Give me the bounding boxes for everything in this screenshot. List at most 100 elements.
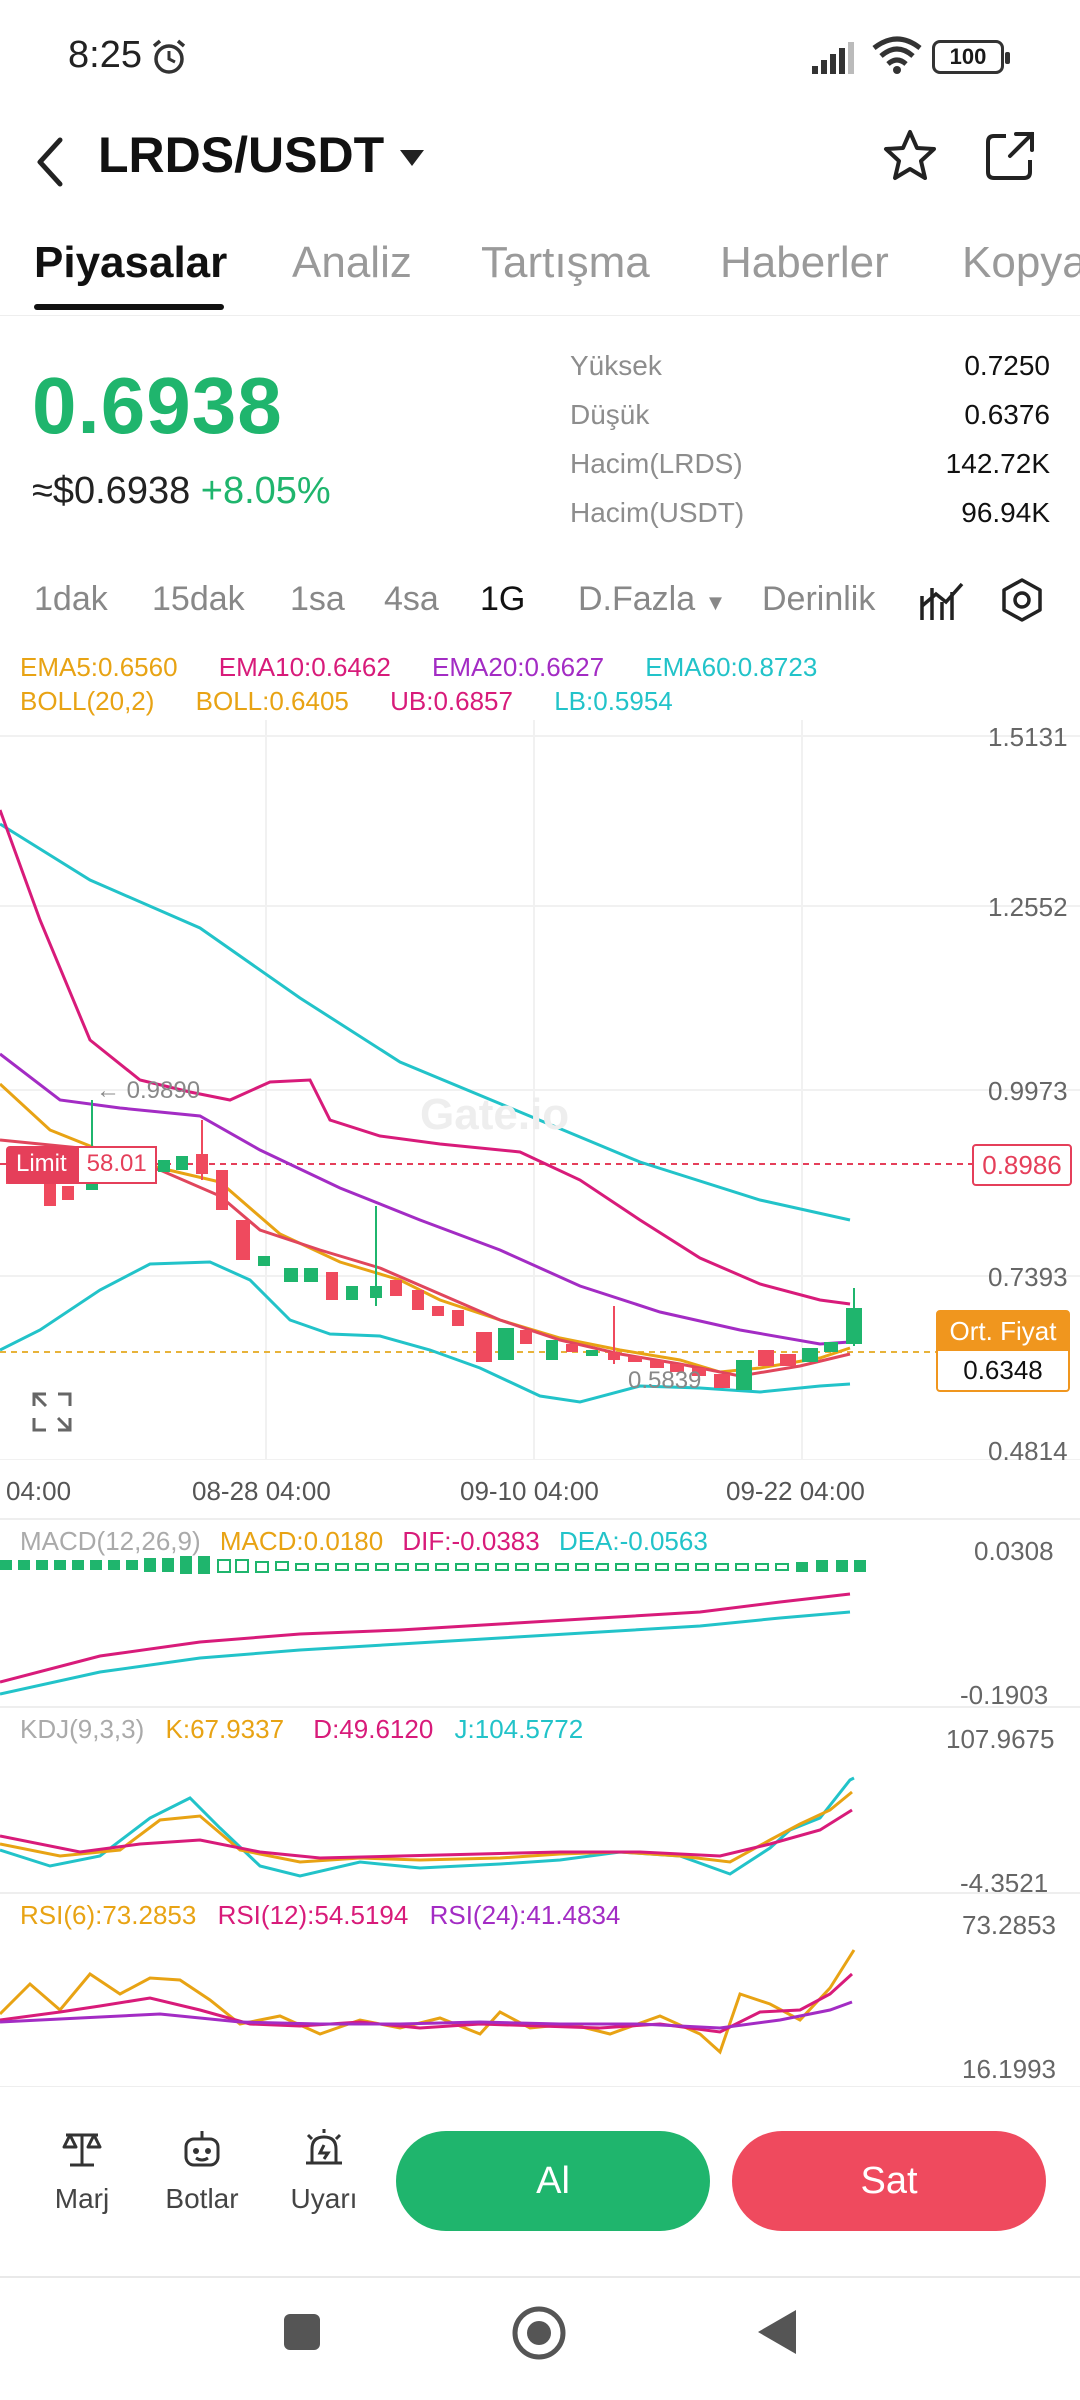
tf-15min[interactable]: 15dak xyxy=(152,580,245,618)
bots-label: Botlar xyxy=(165,2183,239,2214)
status-bar: 8:25 100 xyxy=(0,0,1080,116)
stat-label: Hacim(LRDS) xyxy=(570,448,743,479)
limit-label: Limit xyxy=(6,1146,77,1184)
tf-more-label: D.Fazla xyxy=(578,580,696,618)
alarm-icon xyxy=(152,39,186,74)
pair-title[interactable]: LRDS/USDT xyxy=(98,127,385,183)
macd-chart xyxy=(0,1556,866,1696)
ema10-line xyxy=(0,1138,851,1378)
stat-value: 0.6376 xyxy=(964,399,1050,430)
panel-divider xyxy=(0,1518,1080,1520)
rsi-axis-bottom: 16.1993 xyxy=(962,2054,1056,2084)
bots-button[interactable]: Botlar xyxy=(152,2127,252,2215)
wifi-icon xyxy=(872,36,922,74)
panel-divider xyxy=(0,1892,1080,1894)
stat-label: Yüksek xyxy=(570,350,662,381)
stat-label: Hacim(USDT) xyxy=(570,497,745,528)
avg-price-tag: Ort. Fiyat 0.6348 xyxy=(936,1310,1070,1392)
tab-markets[interactable]: Piyasalar xyxy=(34,238,228,287)
price-axis-label: 1.2552 xyxy=(988,892,1068,922)
active-tab-indicator xyxy=(34,304,224,310)
tf-more[interactable]: D.Fazla ▼ xyxy=(578,580,726,619)
limit-price-tag: 0.8986 xyxy=(972,1144,1072,1186)
dea-value: DEA:-0.0563 xyxy=(558,1526,708,1556)
settings-hexagon-icon[interactable] xyxy=(998,576,1046,624)
price-axis-label: 0.9973 xyxy=(988,1076,1068,1106)
high-marker: ← 0.9890 xyxy=(96,1077,200,1104)
back-arrow-icon[interactable] xyxy=(30,132,70,192)
tf-1min[interactable]: 1dak xyxy=(34,580,108,618)
tf-4h[interactable]: 4sa xyxy=(384,580,439,618)
share-icon[interactable] xyxy=(980,126,1040,186)
back-nav-icon[interactable] xyxy=(752,2306,800,2358)
macd-axis-bottom: -0.1903 xyxy=(960,1680,1049,1710)
legend-ema10: EMA10:0.6462 xyxy=(218,652,391,682)
rsi-legend: RSI(6):73.2853 RSI(12):54.5194 RSI(24):4… xyxy=(20,1900,654,1931)
price-usd-row: ≈$0.6938 +8.05% xyxy=(32,470,331,513)
rsi-axis-top: 73.2853 xyxy=(962,1910,1056,1940)
nav-divider xyxy=(0,2276,1080,2278)
margin-button[interactable]: Marj xyxy=(32,2127,132,2215)
indicator-chart-icon[interactable] xyxy=(918,576,966,624)
rsi12: RSI(12):54.5194 xyxy=(217,1900,409,1930)
system-nav-bar xyxy=(0,2276,1080,2400)
legend-boll-params: BOLL(20,2) xyxy=(20,686,155,716)
status-time: 8:25 xyxy=(68,34,142,76)
margin-icon xyxy=(62,2133,102,2167)
legend-ema60: EMA60:0.8723 xyxy=(645,652,818,682)
tf-1h[interactable]: 1sa xyxy=(290,580,345,618)
robot-icon xyxy=(184,2131,220,2167)
kdj-chart xyxy=(0,1776,855,1878)
ema60-line xyxy=(0,822,851,1222)
trade-action-bar: Marj Botlar Uyarı Al Sat xyxy=(0,2086,1080,2276)
tf-depth[interactable]: Derinlik xyxy=(762,580,876,618)
date-axis-label: 08-28 04:00 xyxy=(192,1476,331,1506)
low-marker: 0.5839 xyxy=(628,1367,701,1394)
ema20-line xyxy=(0,1052,851,1346)
date-axis-label: 09-10 04:00 xyxy=(460,1476,599,1506)
price-axis-label: 0.4814 xyxy=(988,1436,1068,1466)
tab-copy[interactable]: Kopya xyxy=(962,238,1080,287)
margin-label: Marj xyxy=(54,2183,110,2214)
pair-header: LRDS/USDT xyxy=(0,116,1080,236)
macd-legend: MACD(12,26,9) MACD:0.0180 DIF:-0.0383 DE… xyxy=(20,1526,742,1557)
stat-value: 0.7250 xyxy=(964,350,1050,381)
sell-button[interactable]: Sat xyxy=(732,2131,1046,2231)
kdj-k: K:67.9337 xyxy=(165,1714,285,1744)
kdj-d: D:49.6120 xyxy=(313,1714,434,1744)
alert-button[interactable]: Uyarı xyxy=(274,2127,374,2215)
tab-analysis[interactable]: Analiz xyxy=(292,238,412,287)
buy-button[interactable]: Al xyxy=(396,2131,710,2231)
stat-value: 96.94K xyxy=(961,497,1050,528)
kdj-axis-top: 107.9675 xyxy=(946,1724,1055,1754)
caret-down-icon[interactable] xyxy=(398,144,426,172)
kdj-axis-bottom: -4.3521 xyxy=(960,1868,1049,1898)
favorite-star-icon[interactable] xyxy=(880,126,940,186)
limit-order-tag[interactable]: Limit 58.01 xyxy=(6,1146,157,1184)
macd-axis-top: 0.0308 xyxy=(974,1536,1054,1566)
timeframe-bar: 1dak 15dak 1sa 4sa 1G D.Fazla ▼ Derinlik xyxy=(0,570,1080,636)
fullscreen-icon[interactable] xyxy=(30,1390,74,1434)
rsi6: RSI(6):73.2853 xyxy=(20,1900,197,1930)
rsi-chart xyxy=(0,1949,856,2055)
tab-discussion[interactable]: Tartışma xyxy=(481,238,650,287)
kdj-legend: KDJ(9,3,3) K:67.9337 D:49.6120 J:104.577… xyxy=(20,1714,617,1745)
price-axis-label: 0.7393 xyxy=(988,1262,1068,1292)
tab-bar: Piyasalar Analiz Tartışma Haberler Kopya xyxy=(0,232,1080,316)
tab-news[interactable]: Haberler xyxy=(720,238,889,287)
lower-band-line xyxy=(0,1260,851,1404)
stat-value: 142.72K xyxy=(945,448,1050,479)
boll-legend: BOLL(20,2) BOLL:0.6405 UB:0.6857 LB:0.59… xyxy=(20,686,707,717)
legend-ub: UB:0.6857 xyxy=(390,686,513,716)
tf-1d[interactable]: 1G xyxy=(480,580,526,618)
battery-icon: 100 xyxy=(932,40,1010,74)
stat-label: Düşük xyxy=(570,399,650,430)
home-icon[interactable] xyxy=(510,2304,568,2362)
legend-boll: BOLL:0.6405 xyxy=(195,686,349,716)
legend-ema20: EMA20:0.6627 xyxy=(432,652,605,682)
limit-value: 58.01 xyxy=(76,1146,157,1184)
legend-ema5: EMA5:0.6560 xyxy=(20,652,178,682)
rsi24: RSI(24):41.4834 xyxy=(429,1900,621,1930)
ema-legend: EMA5:0.6560 EMA10:0.6462 EMA20:0.6627 EM… xyxy=(20,652,851,683)
recent-apps-icon[interactable] xyxy=(280,2310,324,2354)
